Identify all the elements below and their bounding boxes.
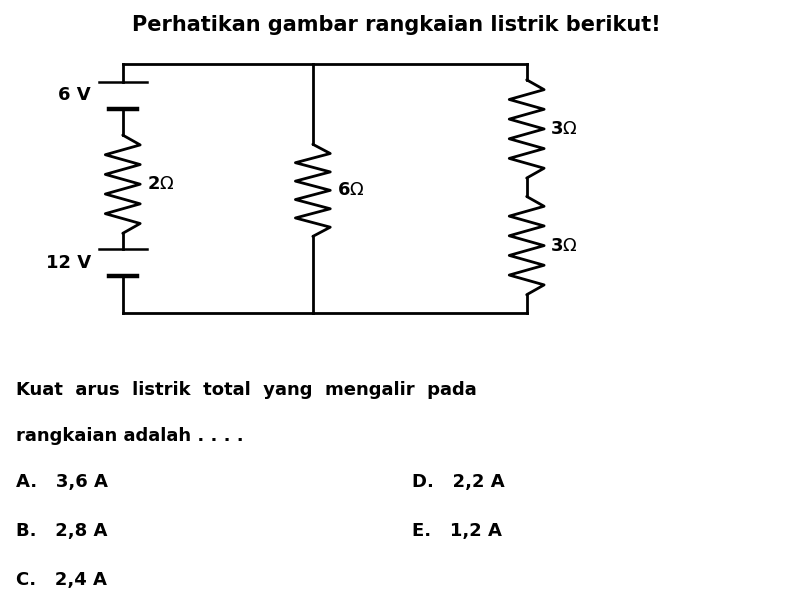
Text: C.   2,4 A: C. 2,4 A: [16, 571, 107, 589]
Text: D.   2,2 A: D. 2,2 A: [412, 473, 505, 491]
Text: 12 V: 12 V: [46, 254, 91, 272]
Text: 2$\Omega$: 2$\Omega$: [147, 175, 174, 193]
Text: 6 V: 6 V: [59, 86, 91, 104]
Text: Kuat  arus  listrik  total  yang  mengalir  pada: Kuat arus listrik total yang mengalir pa…: [16, 381, 477, 398]
Text: A.   3,6 A: A. 3,6 A: [16, 473, 108, 491]
Text: rangkaian adalah . . . .: rangkaian adalah . . . .: [16, 427, 243, 445]
Text: 3$\Omega$: 3$\Omega$: [550, 236, 578, 255]
Text: 6$\Omega$: 6$\Omega$: [337, 181, 364, 200]
Text: B.   2,8 A: B. 2,8 A: [16, 522, 107, 540]
Text: 3$\Omega$: 3$\Omega$: [550, 120, 578, 138]
Text: Perhatikan gambar rangkaian listrik berikut!: Perhatikan gambar rangkaian listrik beri…: [131, 15, 661, 36]
Text: E.   1,2 A: E. 1,2 A: [412, 522, 501, 540]
